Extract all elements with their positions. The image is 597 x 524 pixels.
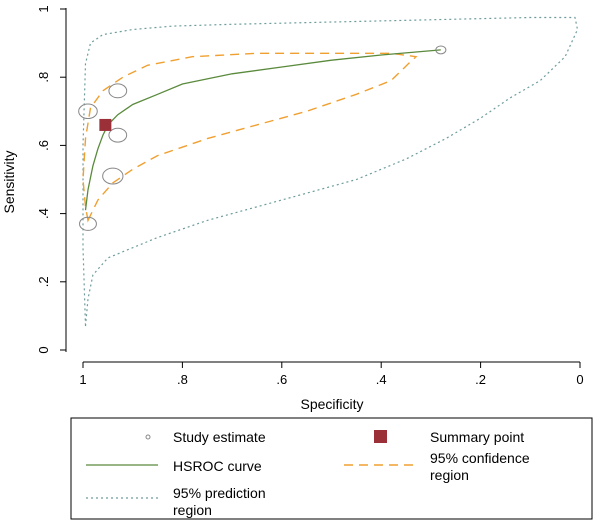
legend-hsroc-label: HSROC curve [173, 458, 262, 474]
study-estimate-point [78, 103, 98, 120]
study-estimate-point [102, 167, 124, 185]
curves [84, 49, 441, 211]
x-tick-label: .2 [475, 372, 486, 387]
x-axis-title: Specificity [300, 396, 363, 412]
legend-item-confidence: 95% confidence region [344, 450, 530, 483]
legend-study-marker [145, 434, 151, 440]
y-tick-label: 1 [36, 5, 51, 12]
legend-summary-label: Summary point [430, 429, 524, 445]
legend-item-summary: Summary point [374, 429, 524, 445]
confidence-region [82, 52, 418, 223]
axes [65, 8, 580, 363]
legend-item-study: Study estimate [145, 429, 266, 445]
legend-item-prediction: 95% prediction region [86, 485, 266, 518]
legend-prediction-label-line1: 95% prediction [173, 485, 266, 501]
legend-summary-marker [374, 430, 387, 443]
legend-study-label: Study estimate [173, 429, 266, 445]
y-tick-label: 0 [36, 346, 51, 353]
study-estimate-point [108, 83, 128, 99]
legend-confidence-label-line2: region [430, 467, 469, 483]
y-tick-label: .6 [36, 140, 51, 151]
summary-point [99, 118, 112, 131]
x-tick-label: 0 [576, 372, 583, 387]
study-estimate-point [79, 216, 97, 231]
x-ticks: 1 .8 .6 .4 .2 0 [79, 362, 584, 387]
study-estimate-point [108, 127, 128, 143]
legend-box [70, 417, 593, 520]
legend: Study estimate Summary point HSROC curve… [70, 417, 593, 520]
y-tick-label: .4 [36, 208, 51, 219]
legend-confidence-label-line1: 95% confidence [430, 450, 530, 466]
legend-prediction-label-line2: region [173, 502, 212, 518]
x-tick-label: .6 [276, 372, 287, 387]
study-estimate-point [435, 45, 447, 55]
y-ticks: 0 .2 .4 .6 .8 1 [36, 5, 66, 354]
hsroc-curve [84, 49, 441, 211]
x-tick-label: .8 [177, 372, 188, 387]
x-tick-label: 1 [79, 372, 86, 387]
y-axis-title: Sensitivity [1, 150, 17, 213]
x-tick-label: .4 [376, 372, 387, 387]
legend-item-hsroc: HSROC curve [86, 458, 262, 474]
y-tick-label: .8 [36, 72, 51, 83]
regions [82, 16, 579, 327]
points [78, 45, 447, 231]
y-tick-label: .2 [36, 276, 51, 287]
